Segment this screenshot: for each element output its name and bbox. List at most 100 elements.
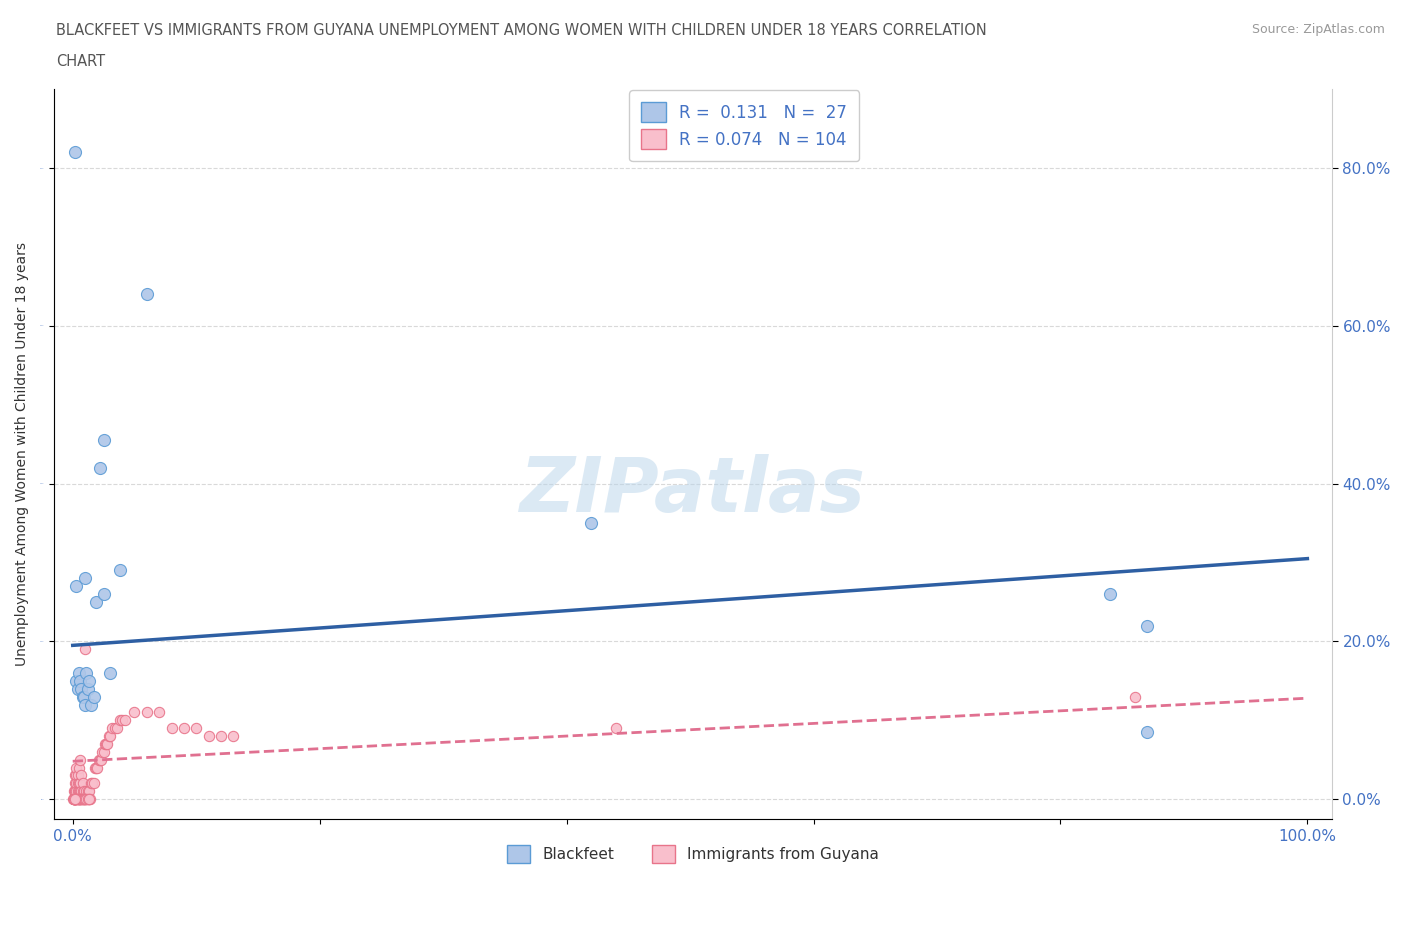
Point bbox=[104, 721, 127, 736]
Point bbox=[70, 784, 93, 799]
Point bbox=[197, 728, 219, 743]
Point bbox=[76, 784, 98, 799]
Point bbox=[65, 776, 87, 790]
Point bbox=[73, 791, 96, 806]
Point bbox=[63, 145, 86, 160]
Point bbox=[72, 784, 94, 799]
Point bbox=[63, 791, 86, 806]
Point bbox=[97, 728, 120, 743]
Point bbox=[90, 752, 112, 767]
Point bbox=[62, 791, 84, 806]
Point bbox=[173, 721, 195, 736]
Point bbox=[65, 578, 87, 593]
Point bbox=[87, 752, 110, 767]
Point bbox=[70, 768, 93, 783]
Point bbox=[77, 791, 100, 806]
Point bbox=[75, 642, 97, 657]
Point bbox=[75, 791, 97, 806]
Point bbox=[63, 791, 86, 806]
Point bbox=[94, 737, 117, 751]
Point bbox=[93, 744, 115, 759]
Point bbox=[70, 791, 93, 806]
Point bbox=[89, 752, 111, 767]
Point bbox=[70, 791, 93, 806]
Point bbox=[84, 594, 107, 609]
Point bbox=[63, 791, 86, 806]
Point bbox=[96, 737, 118, 751]
Point bbox=[70, 682, 93, 697]
Point bbox=[67, 666, 90, 681]
Point bbox=[135, 705, 157, 720]
Point bbox=[65, 768, 87, 783]
Point bbox=[65, 673, 87, 688]
Point bbox=[1123, 689, 1146, 704]
Point bbox=[69, 791, 91, 806]
Point bbox=[72, 791, 94, 806]
Point bbox=[67, 776, 90, 790]
Text: CHART: CHART bbox=[56, 54, 105, 69]
Point bbox=[69, 791, 91, 806]
Point bbox=[76, 682, 98, 697]
Point bbox=[72, 689, 94, 704]
Point bbox=[67, 784, 90, 799]
Point bbox=[63, 784, 86, 799]
Point bbox=[75, 791, 97, 806]
Point bbox=[135, 287, 157, 302]
Point bbox=[186, 721, 208, 736]
Point bbox=[63, 791, 86, 806]
Point bbox=[101, 721, 124, 736]
Point bbox=[72, 791, 94, 806]
Point bbox=[63, 791, 86, 806]
Point bbox=[83, 689, 105, 704]
Point bbox=[65, 760, 87, 775]
Point bbox=[94, 737, 117, 751]
Point bbox=[148, 705, 170, 720]
Point bbox=[1136, 724, 1159, 739]
Point bbox=[63, 791, 86, 806]
Point bbox=[581, 516, 603, 531]
Point bbox=[86, 760, 108, 775]
Point bbox=[70, 791, 93, 806]
Point bbox=[160, 721, 183, 736]
Point bbox=[1136, 618, 1159, 633]
Point bbox=[63, 791, 86, 806]
Point bbox=[93, 587, 115, 602]
Point bbox=[93, 432, 115, 447]
Point bbox=[82, 776, 104, 790]
Point bbox=[69, 673, 91, 688]
Point bbox=[72, 776, 94, 790]
Point bbox=[63, 791, 86, 806]
Point bbox=[67, 791, 90, 806]
Point bbox=[63, 791, 86, 806]
Point bbox=[63, 768, 86, 783]
Point bbox=[124, 705, 146, 720]
Point bbox=[77, 673, 100, 688]
Point bbox=[84, 760, 107, 775]
Point bbox=[63, 784, 86, 799]
Point bbox=[108, 712, 131, 727]
Point bbox=[63, 791, 86, 806]
Point bbox=[73, 784, 96, 799]
Point bbox=[65, 791, 87, 806]
Point bbox=[605, 721, 627, 736]
Point bbox=[98, 728, 121, 743]
Point bbox=[65, 791, 87, 806]
Point bbox=[73, 689, 96, 704]
Point bbox=[66, 791, 89, 806]
Point bbox=[108, 563, 131, 578]
Point bbox=[75, 784, 97, 799]
Point bbox=[63, 791, 86, 806]
Point bbox=[67, 791, 90, 806]
Point bbox=[63, 791, 86, 806]
Text: ZIPatlas: ZIPatlas bbox=[520, 454, 866, 527]
Point bbox=[91, 744, 114, 759]
Point bbox=[98, 666, 121, 681]
Point bbox=[69, 784, 91, 799]
Text: BLACKFEET VS IMMIGRANTS FROM GUYANA UNEMPLOYMENT AMONG WOMEN WITH CHILDREN UNDER: BLACKFEET VS IMMIGRANTS FROM GUYANA UNEM… bbox=[56, 23, 987, 38]
Point bbox=[65, 791, 87, 806]
Point bbox=[209, 728, 232, 743]
Text: Source: ZipAtlas.com: Source: ZipAtlas.com bbox=[1251, 23, 1385, 36]
Point bbox=[76, 791, 98, 806]
Point bbox=[89, 460, 111, 475]
Point bbox=[73, 791, 96, 806]
